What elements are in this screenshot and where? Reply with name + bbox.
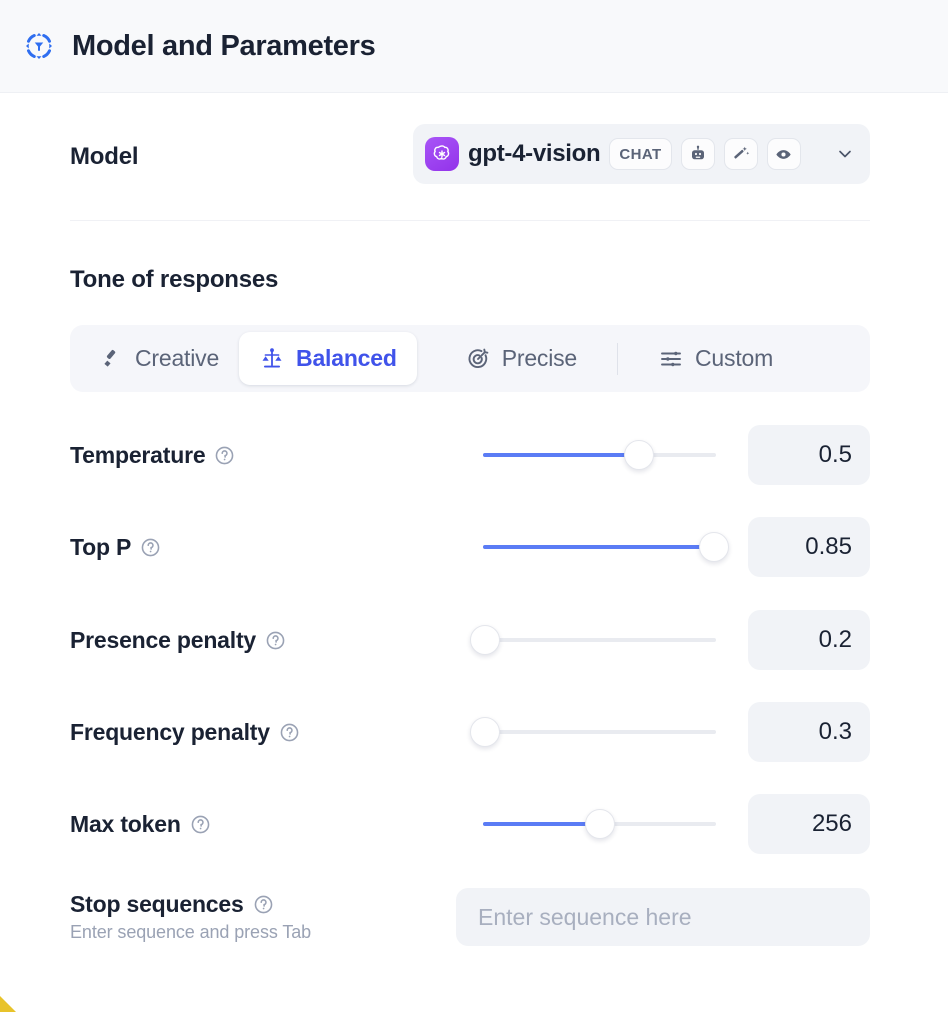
tone-option-custom[interactable]: Custom [638, 332, 793, 385]
tone-selector: Creative Balanced [70, 325, 870, 392]
param-row-presence-penalty: Presence penalty 0.2 [70, 610, 870, 670]
slider-thumb[interactable] [470, 625, 501, 655]
panel-header: Model and Parameters [0, 0, 948, 93]
eye-icon [766, 138, 801, 170]
help-icon[interactable] [253, 894, 274, 915]
slider-thumb[interactable] [698, 532, 729, 562]
temperature-value[interactable]: 0.5 [748, 425, 870, 485]
presence-penalty-value[interactable]: 0.2 [748, 610, 870, 670]
stop-sequences-label: Stop sequences [70, 891, 244, 917]
slider-track [483, 730, 716, 734]
top-p-value[interactable]: 0.85 [748, 517, 870, 577]
help-icon[interactable] [190, 814, 211, 835]
frequency-penalty-slider[interactable] [470, 717, 716, 747]
model-selector[interactable]: gpt-4-vision CHAT [413, 124, 870, 184]
frequency-penalty-value[interactable]: 0.3 [748, 702, 870, 762]
stop-sequences-hint: Enter sequence and press Tab [70, 922, 312, 942]
tone-divider [617, 342, 619, 375]
max-token-value[interactable]: 256 [748, 794, 870, 854]
stop-sequences-input[interactable] [456, 888, 870, 946]
sliders-icon [658, 346, 684, 372]
param-row-top-p: Top P 0.85 [70, 517, 870, 577]
param-label: Frequency penalty [70, 718, 270, 745]
tone-option-label: Custom [695, 345, 774, 371]
tone-option-precise[interactable]: Precise [445, 332, 597, 385]
temperature-slider[interactable] [483, 440, 716, 470]
page-title: Model and Parameters [72, 29, 376, 62]
param-label: Top P [70, 533, 132, 560]
slider-fill [483, 453, 640, 457]
tone-option-label: Balanced [296, 345, 397, 371]
param-row-max-token: Max token 256 [70, 794, 870, 854]
chat-badge: CHAT [609, 138, 672, 170]
tone-option-label: Precise [501, 345, 578, 371]
param-label: Max token [70, 810, 181, 837]
section-divider [70, 220, 870, 221]
tone-section-title: Tone of responses [70, 266, 279, 293]
tone-option-creative[interactable]: Creative [78, 332, 239, 385]
model-tuning-icon [22, 29, 56, 63]
slider-thumb[interactable] [624, 440, 655, 470]
param-row-temperature: Temperature 0.5 [70, 425, 870, 485]
model-label: Model [70, 142, 139, 170]
help-icon[interactable] [140, 537, 161, 558]
tone-option-label: Creative [135, 345, 220, 371]
param-row-stop-sequences: Stop sequences Enter sequence and press … [70, 884, 870, 950]
slider-fill [483, 822, 600, 826]
slider-thumb[interactable] [584, 809, 615, 839]
magic-wand-icon [723, 138, 758, 170]
help-icon[interactable] [214, 445, 235, 466]
chevron-down-icon[interactable] [834, 143, 856, 165]
target-icon [465, 346, 491, 372]
presence-penalty-slider[interactable] [470, 625, 716, 655]
param-row-frequency-penalty: Frequency penalty 0.3 [70, 702, 870, 762]
openai-logo-icon [425, 137, 459, 171]
paintbrush-icon [98, 346, 124, 372]
help-icon[interactable] [279, 722, 300, 743]
scales-icon [259, 346, 285, 372]
corner-marker [0, 996, 16, 1012]
param-label: Temperature [70, 441, 206, 468]
slider-thumb[interactable] [470, 717, 501, 747]
model-row: Model [70, 93, 878, 220]
slider-track [483, 638, 716, 642]
robot-icon [680, 138, 715, 170]
slider-fill [483, 545, 714, 549]
top-p-slider[interactable] [483, 532, 729, 562]
max-token-slider[interactable] [483, 809, 716, 839]
help-icon[interactable] [265, 630, 286, 651]
param-label: Presence penalty [70, 626, 257, 653]
tone-option-balanced[interactable]: Balanced [239, 332, 417, 385]
model-name: gpt-4-vision [468, 140, 601, 167]
